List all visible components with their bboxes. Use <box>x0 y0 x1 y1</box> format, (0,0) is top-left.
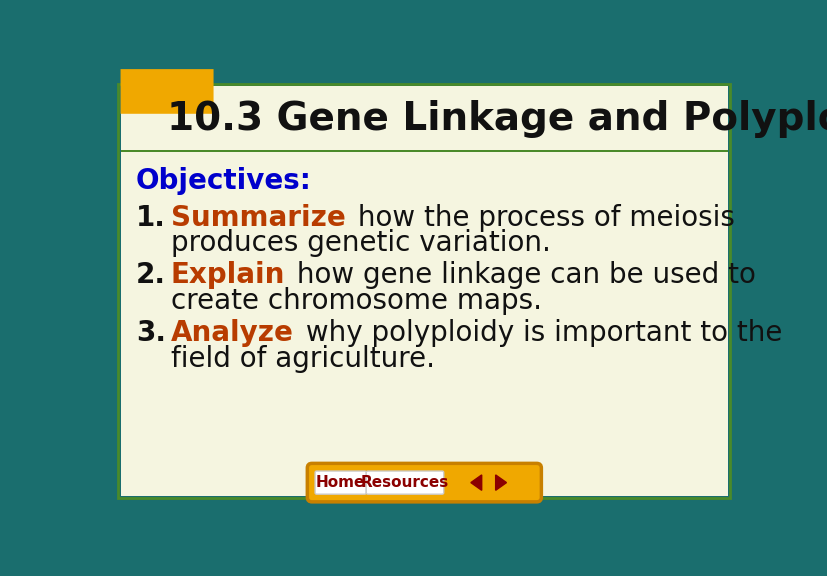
Text: Home: Home <box>316 475 365 490</box>
Bar <box>103 69 121 513</box>
Text: 2.: 2. <box>136 262 166 290</box>
Text: Summarize: Summarize <box>170 204 345 232</box>
Text: Resources: Resources <box>361 475 448 490</box>
FancyBboxPatch shape <box>366 471 443 494</box>
Text: Explain: Explain <box>170 262 285 290</box>
Bar <box>103 69 744 86</box>
FancyBboxPatch shape <box>315 471 366 494</box>
Text: Analyze: Analyze <box>170 319 294 347</box>
Text: produces genetic variation.: produces genetic variation. <box>170 229 550 257</box>
Text: Objectives:: Objectives: <box>136 167 312 195</box>
Text: 10.3 Gene Linkage and Polyploidy: 10.3 Gene Linkage and Polyploidy <box>167 100 827 138</box>
Text: why polyploidy is important to the: why polyploidy is important to the <box>297 319 782 347</box>
Text: how gene linkage can be used to: how gene linkage can be used to <box>288 262 755 290</box>
Bar <box>103 496 744 513</box>
Bar <box>121 150 727 151</box>
Polygon shape <box>495 475 506 490</box>
Text: how the process of meiosis: how the process of meiosis <box>348 204 734 232</box>
Text: field of agriculture.: field of agriculture. <box>170 344 434 373</box>
Text: create chromosome maps.: create chromosome maps. <box>170 287 541 315</box>
Polygon shape <box>471 475 481 490</box>
FancyBboxPatch shape <box>307 463 541 502</box>
Text: 3.: 3. <box>136 319 166 347</box>
FancyBboxPatch shape <box>121 69 213 114</box>
Bar <box>727 69 744 513</box>
Text: 1.: 1. <box>136 204 165 232</box>
